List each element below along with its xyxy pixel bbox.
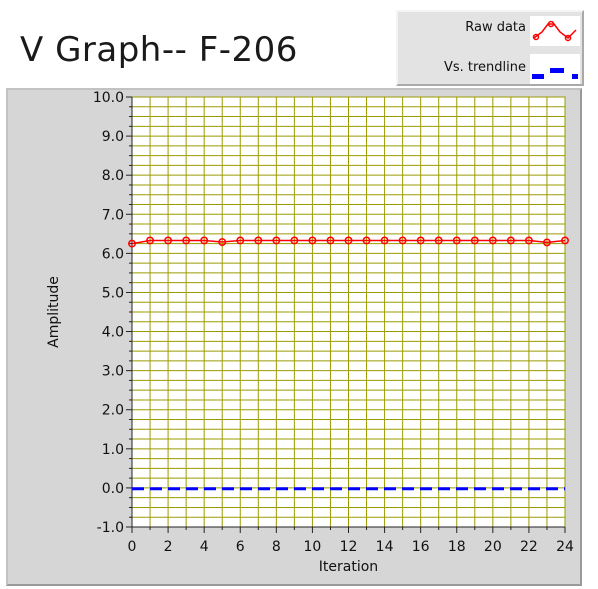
trendline-swatch-icon [532, 68, 578, 79]
raw-data-point [218, 238, 227, 246]
x-tick-label: 4 [200, 539, 209, 555]
raw-data-point [146, 236, 154, 245]
x-tick-label: 12 [340, 539, 358, 555]
raw-data-point [164, 236, 173, 245]
raw-data-point [398, 236, 407, 245]
y-tick-label: 9.0 [102, 129, 124, 145]
raw-data-point [488, 236, 497, 245]
y-tick-label: 7.0 [102, 207, 124, 223]
raw-data-point [506, 236, 515, 245]
raw-data-point [182, 236, 191, 245]
y-tick-label: 2.0 [102, 403, 124, 419]
raw-data-point [200, 236, 209, 245]
x-tick-label: 22 [520, 539, 538, 555]
raw-data-point [452, 236, 461, 245]
legend: Raw data Vs. trendline [396, 10, 584, 86]
raw-data-point [543, 238, 551, 247]
x-tick-label: 14 [376, 539, 394, 555]
y-tick-label: 6.0 [102, 246, 124, 262]
y-tick-label: 4.0 [102, 325, 124, 341]
raw-data-point [326, 236, 335, 245]
y-tick-label: -1.0 [97, 520, 124, 536]
x-tick-label: 6 [236, 539, 245, 555]
legend-item-trendline: Vs. trendline [398, 50, 582, 86]
series-raw-data-line [131, 239, 566, 245]
y-tick-label: 0.0 [102, 481, 124, 497]
raw-data-point [362, 236, 371, 245]
x-tick-label: 24 [556, 539, 574, 555]
raw-data-point [290, 236, 299, 245]
y-tick-label: 1.0 [102, 442, 124, 458]
x-axis-label: Iteration [319, 559, 378, 575]
y-tick-label: 5.0 [102, 285, 124, 301]
raw-data-point [470, 236, 479, 245]
raw-data-point [128, 239, 136, 248]
x-tick-label: 20 [484, 539, 502, 555]
y-axis-label: Amplitude [46, 276, 62, 348]
y-tick-label: 8.0 [102, 168, 124, 184]
plot-panel: -1.0 0.0 1.0 2.0 3.0 4.0 5.0 6.0 7.0 8.0 9.0 10.0 0 2… [6, 88, 582, 586]
raw-data-point [344, 236, 353, 245]
legend-item-raw-data: Raw data [398, 14, 582, 50]
legend-label-raw-data: Raw data [465, 20, 526, 35]
raw-data-point [561, 236, 569, 245]
y-tick-label: 3.0 [102, 364, 124, 380]
chart-title: V Graph-- F-206 [20, 30, 298, 70]
legend-swatch-trendline [530, 54, 580, 84]
raw-data-point [272, 236, 281, 245]
x-tick-label: 10 [304, 539, 322, 555]
raw-data-point [524, 236, 533, 245]
y-tick-label: 10.0 [93, 90, 124, 106]
raw-data-point [416, 236, 425, 245]
legend-label-trendline: Vs. trendline [443, 60, 526, 75]
x-tick-label: 2 [164, 539, 173, 555]
raw-data-point [380, 236, 389, 245]
raw-data-point [254, 236, 263, 245]
raw-data-point [308, 236, 317, 245]
x-tick-label: 0 [128, 539, 137, 555]
x-tick-label: 18 [448, 539, 466, 555]
plot-area[interactable]: -1.0 0.0 1.0 2.0 3.0 4.0 5.0 6.0 7.0 8.0 9.0 10.0 0 2… [8, 90, 580, 584]
legend-swatch-raw-data [530, 16, 580, 46]
raw-data-point [236, 236, 245, 245]
x-tick-label: 16 [412, 539, 430, 555]
raw-data-swatch-icon [532, 20, 577, 42]
x-tick-label: 8 [272, 539, 281, 555]
raw-data-point [434, 236, 443, 245]
